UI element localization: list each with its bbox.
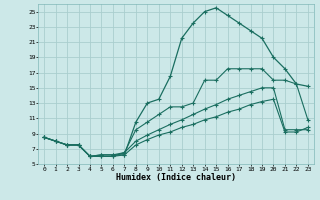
X-axis label: Humidex (Indice chaleur): Humidex (Indice chaleur) (116, 173, 236, 182)
